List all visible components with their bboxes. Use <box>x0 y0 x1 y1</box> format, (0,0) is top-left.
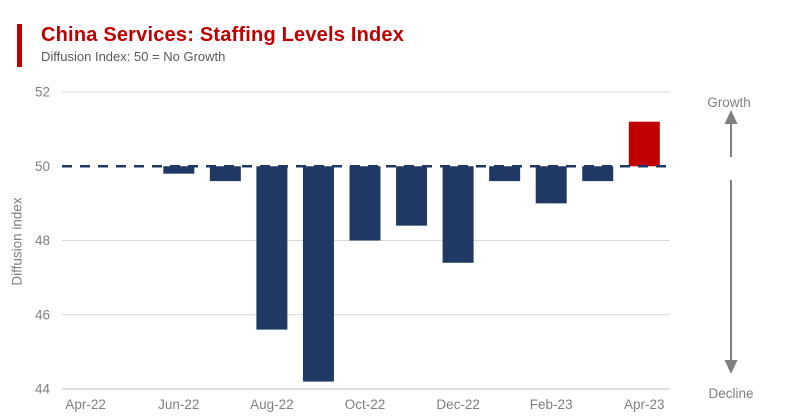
y-tick-46: 46 <box>35 307 50 322</box>
x-tick-Apr-22: Apr-22 <box>65 397 106 412</box>
y-tick-48: 48 <box>35 233 50 248</box>
bar-Mar-23 <box>582 166 614 182</box>
x-tick-Feb-23: Feb-23 <box>530 397 573 412</box>
x-tick-Jun-22: Jun-22 <box>158 397 199 412</box>
bar-Sep-22 <box>302 166 334 382</box>
x-tick-Aug-22: Aug-22 <box>250 397 294 412</box>
y-tick-50: 50 <box>35 159 50 174</box>
chart-title: China Services: Staffing Levels Index <box>41 24 405 46</box>
bar-Oct-22 <box>349 166 381 241</box>
bar-Apr-23 <box>628 121 660 167</box>
bar-Dec-22 <box>442 166 474 263</box>
decline-label: Decline <box>708 386 754 401</box>
title-accent-bar <box>17 24 22 67</box>
x-tick-Apr-23: Apr-23 <box>624 397 665 412</box>
bar-Aug-22 <box>256 166 288 330</box>
chart-header: China Services: Staffing Levels Index Di… <box>17 24 404 67</box>
y-tick-52: 52 <box>35 85 50 100</box>
decline-arrow-head <box>724 360 738 374</box>
bar-Feb-23 <box>535 166 567 204</box>
x-tick-Dec-22: Dec-22 <box>436 397 480 412</box>
growth-arrow-head <box>724 110 738 124</box>
growth-label: Growth <box>707 95 751 110</box>
bar-Jan-23 <box>489 166 521 182</box>
y-tick-44: 44 <box>35 382 51 397</box>
bar-Nov-22 <box>396 166 428 226</box>
bar-Jun-22 <box>163 166 195 174</box>
x-tick-Oct-22: Oct-22 <box>345 397 386 412</box>
chart-subtitle: Diffusion Index: 50 = No Growth <box>41 49 226 64</box>
bar-Jul-22 <box>209 166 241 182</box>
